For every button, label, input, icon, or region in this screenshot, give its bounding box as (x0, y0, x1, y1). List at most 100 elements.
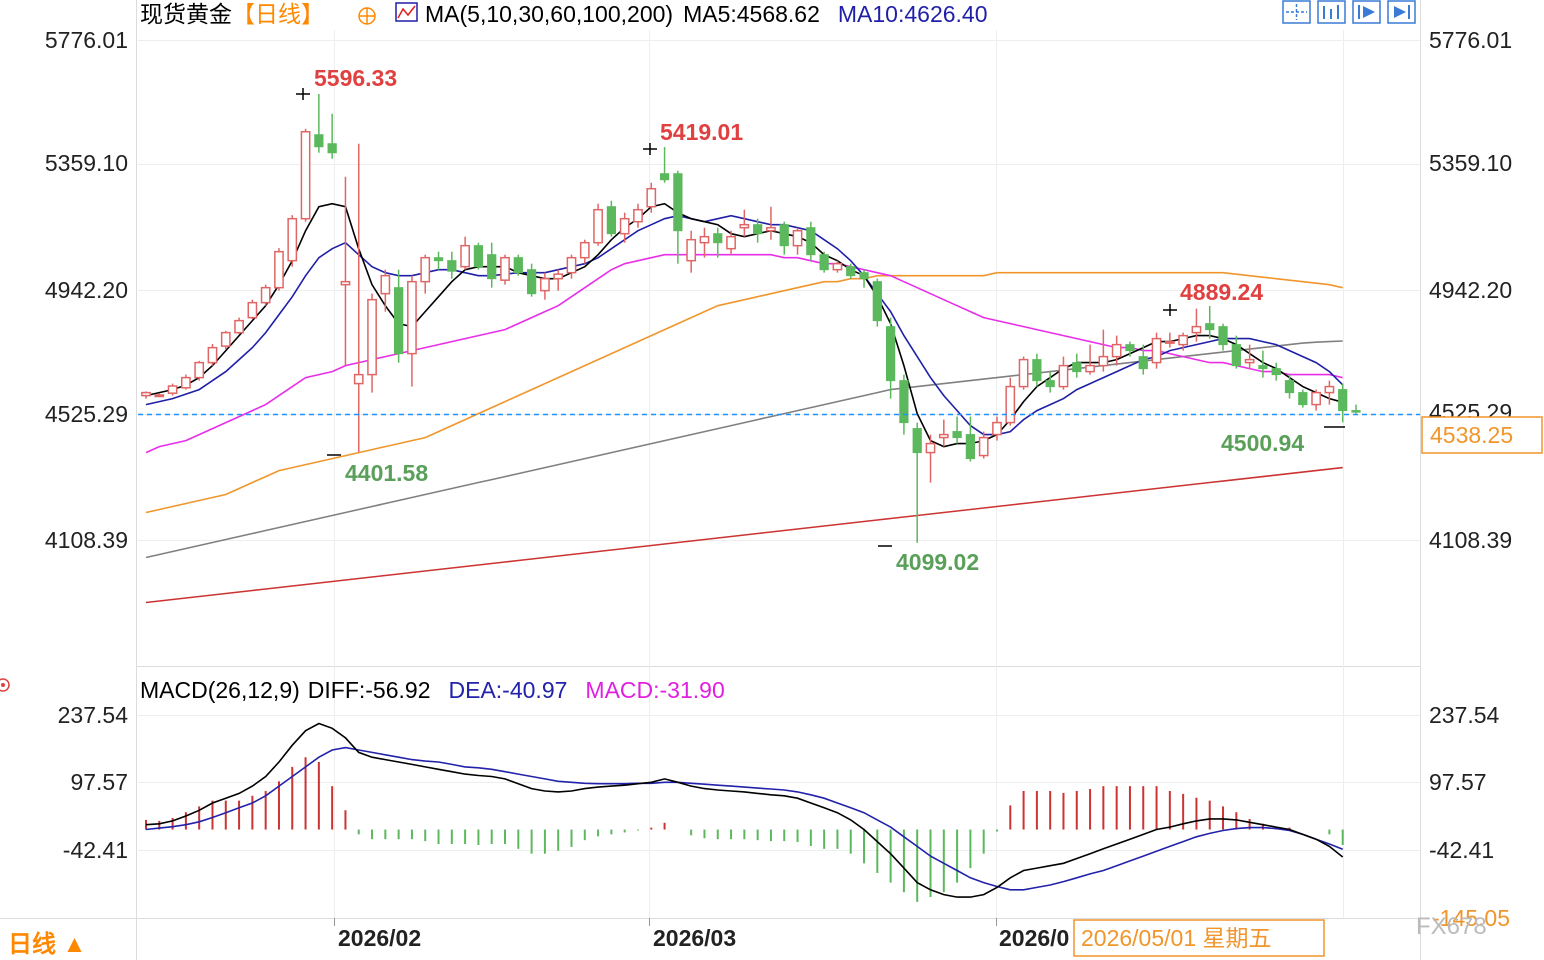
candle-body (154, 394, 165, 398)
candle-body (1178, 334, 1189, 346)
candle (1298, 389, 1308, 408)
svg-text:现货黄金【日线】: 现货黄金【日线】 (140, 1, 324, 27)
candle-body (327, 143, 337, 154)
candle-body (1058, 364, 1069, 388)
candle (1138, 344, 1148, 375)
candle-body (433, 257, 444, 262)
candle-body (1111, 343, 1122, 358)
candle (806, 221, 816, 261)
candle (713, 227, 723, 258)
candle (194, 360, 205, 381)
ma10-line (145, 214, 1344, 436)
settings-gear-icon[interactable] (0, 678, 10, 692)
macd-tick-right: -42.41 (1429, 837, 1494, 863)
candle (566, 254, 577, 279)
candle (380, 269, 391, 312)
candle-body (181, 376, 191, 389)
candle (633, 203, 643, 228)
candle-body (460, 244, 470, 268)
period-toggle-button[interactable]: 日线 ▲ (8, 931, 86, 958)
candle-body (633, 208, 643, 223)
candle (420, 254, 431, 294)
candle-body (220, 331, 231, 347)
candle (646, 182, 657, 213)
ma-indicator-icon[interactable] (395, 2, 418, 22)
y-tick-right: 5359.10 (1429, 150, 1512, 176)
candle (1085, 344, 1095, 375)
candle (1258, 350, 1268, 378)
candle-body (1351, 410, 1361, 413)
moving-average-lines (145, 202, 1344, 604)
candle-body (925, 442, 936, 454)
candle-body (899, 380, 909, 424)
candle (1338, 383, 1348, 423)
candle-body (353, 373, 364, 385)
candle (699, 227, 710, 258)
candle-body (526, 269, 537, 295)
candle-body (912, 428, 922, 454)
candle-body (380, 274, 391, 295)
candle-body (792, 229, 803, 247)
period-label[interactable]: 【日线】 (232, 1, 324, 27)
macd-lines (145, 722, 1344, 898)
ma60-line (145, 271, 1343, 514)
candle-body (659, 173, 670, 181)
candle (872, 278, 882, 327)
candle (353, 143, 364, 452)
candle-body (1298, 392, 1308, 406)
candle (739, 209, 750, 237)
candle (606, 200, 617, 237)
step-back-icon[interactable] (1352, 0, 1381, 24)
candle (207, 344, 218, 366)
extreme-markers (296, 88, 1345, 547)
candle-body (978, 436, 989, 457)
candle (1351, 404, 1361, 414)
candle-body (407, 280, 417, 355)
candle-body (699, 235, 710, 244)
crosshair-date: 2026/05/01 星期五 (1081, 925, 1272, 951)
candle-body (753, 224, 763, 235)
candle (1072, 353, 1082, 378)
macd-value: MACD:-31.90 (585, 677, 724, 703)
ma-label: MA(5,10,30,60,100,200) (425, 1, 673, 27)
candle (300, 128, 311, 222)
add-indicator-icon[interactable] (358, 7, 376, 25)
annotation-low: 4500.94 (1221, 430, 1304, 456)
annotation-low: 4401.58 (345, 460, 428, 486)
macd-tick-right: 97.57 (1429, 769, 1487, 795)
macd-tick-right: 237.54 (1429, 702, 1500, 728)
candle (1244, 344, 1255, 369)
candle-body (646, 187, 657, 208)
step-forward-icon[interactable] (1387, 0, 1416, 24)
candle (1032, 353, 1042, 387)
svg-text:MA(5,10,30,60,100,200)MA5:4568: MA(5,10,30,60,100,200) MA5:4568.62 MA10:46… (425, 1, 988, 27)
candle (247, 299, 258, 320)
candle-body (447, 260, 457, 272)
candle (167, 383, 178, 396)
candle-body (420, 256, 431, 283)
y-tick-left: 5359.10 (45, 150, 128, 176)
candle-body (1005, 385, 1016, 424)
bar-chart-icon[interactable] (1317, 0, 1346, 24)
candle (885, 317, 896, 399)
candle (526, 263, 537, 297)
candle-body (1151, 337, 1162, 364)
y-tick-right: 4108.39 (1429, 527, 1512, 553)
crosshair-icon[interactable] (1282, 0, 1311, 24)
candle (952, 416, 962, 444)
current-price-value: 4538.25 (1430, 422, 1513, 448)
candle-body (340, 280, 351, 286)
candle-body (579, 241, 590, 259)
macd-label: MACD(26,12,9) (140, 677, 300, 703)
candle-body (1085, 364, 1095, 373)
candle (912, 422, 922, 543)
candle (965, 416, 976, 462)
candle-body (872, 281, 882, 322)
candle-body (739, 223, 750, 229)
candle (726, 230, 736, 255)
candle-body (1072, 362, 1082, 373)
candle-body (686, 238, 697, 262)
candle (1284, 374, 1295, 399)
